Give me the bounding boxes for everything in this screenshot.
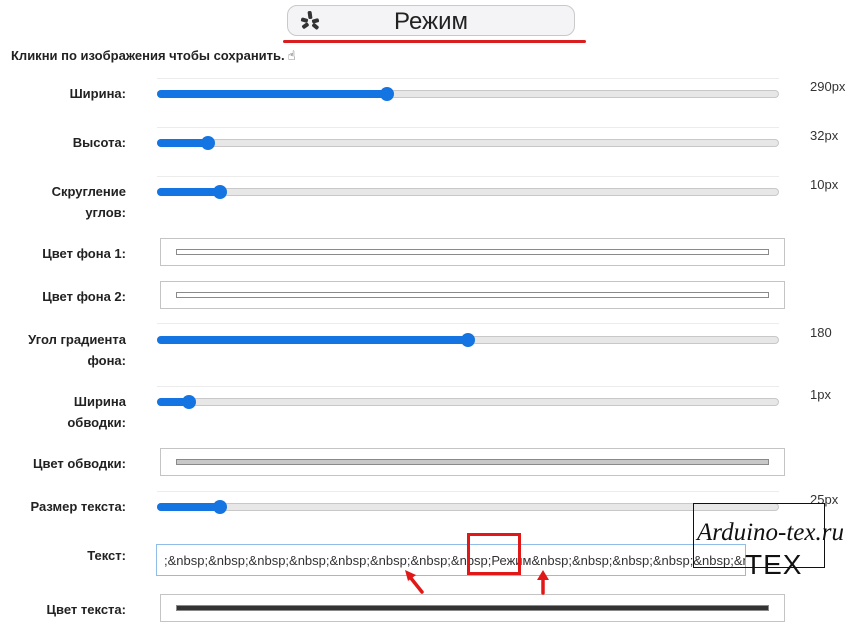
slider-fill <box>157 90 387 98</box>
text-color-picker[interactable] <box>160 594 785 622</box>
slider-fill <box>157 503 220 511</box>
slider-thumb[interactable] <box>182 395 196 409</box>
bg2-color-picker[interactable] <box>160 281 785 309</box>
bg2-swatch <box>176 292 769 298</box>
slider-thumb[interactable] <box>201 136 215 150</box>
row-divider <box>157 491 779 492</box>
save-hint: Кликни по изображения чтобы сохранить. ☝ <box>11 48 296 64</box>
save-hint-text: Кликни по изображения чтобы сохранить. <box>11 48 285 63</box>
pointer-hand-icon: ☝ <box>287 48 296 63</box>
radius-slider[interactable] <box>157 185 779 199</box>
border-color-swatch <box>176 459 769 465</box>
highlight-box <box>467 533 521 575</box>
radius-value: 10px <box>810 177 839 192</box>
width-value: 290px <box>810 79 846 94</box>
red-arrow-icon <box>537 570 549 595</box>
slider-fill <box>157 336 468 344</box>
row-divider <box>157 176 779 177</box>
gradient-angle-label-line1: Угол градиента <box>28 332 126 347</box>
gradient-angle-label-line2: фона: <box>87 353 126 368</box>
border-color-label: Цвет обводки: <box>33 456 126 471</box>
width-label: Ширина: <box>69 86 126 101</box>
border-color-picker[interactable] <box>160 448 785 476</box>
text-size-label: Размер текста: <box>30 499 126 514</box>
yelp-style-logo-icon <box>300 10 320 30</box>
row-divider <box>157 127 779 128</box>
border-width-label-line1: Ширина <box>73 394 126 409</box>
border-width-label-line2: обводки: <box>67 415 126 430</box>
slider-thumb[interactable] <box>213 185 227 199</box>
preview-label: Режим <box>394 8 468 35</box>
text-color-label: Цвет текста: <box>46 602 126 617</box>
bg1-color-picker[interactable] <box>160 238 785 266</box>
text-size-slider[interactable] <box>157 500 779 514</box>
slider-thumb[interactable] <box>461 333 475 347</box>
radius-label: Скругление углов: <box>52 181 126 223</box>
bg1-label: Цвет фона 1: <box>42 246 126 261</box>
watermark-mark: TEX <box>745 549 803 580</box>
border-width-value: 1px <box>810 387 831 402</box>
height-label: Высота: <box>72 135 126 150</box>
border-width-label: Ширина обводки: <box>67 391 126 433</box>
preview-button[interactable]: Режим <box>287 5 575 36</box>
height-slider[interactable] <box>157 136 779 150</box>
highlight-underline <box>283 40 586 43</box>
height-value: 32px <box>810 128 839 143</box>
slider-fill <box>157 398 189 406</box>
bg2-label: Цвет фона 2: <box>42 289 126 304</box>
watermark-site: Arduino-tex.ru <box>697 519 844 546</box>
width-slider[interactable] <box>157 87 779 101</box>
slider-fill <box>157 139 208 147</box>
radius-label-line1: Скругление <box>51 184 126 199</box>
text-input[interactable]: ;&nbsp;&nbsp;&nbsp;&nbsp;&nbsp;&nbsp;&nb… <box>156 544 746 576</box>
slider-thumb[interactable] <box>380 87 394 101</box>
watermark-frame <box>693 503 825 568</box>
gradient-angle-slider[interactable] <box>157 333 779 347</box>
text-input-value: ;&nbsp;&nbsp;&nbsp;&nbsp;&nbsp;&nbsp;&nb… <box>164 553 745 568</box>
row-divider <box>157 78 779 79</box>
bg1-swatch <box>176 249 769 255</box>
red-arrow-icon <box>405 570 424 594</box>
gradient-angle-label: Угол градиента фона: <box>28 329 126 371</box>
gradient-angle-value: 180 <box>810 325 832 340</box>
radius-label-line2: углов: <box>85 205 126 220</box>
slider-fill <box>157 188 220 196</box>
row-divider <box>157 323 779 324</box>
row-divider <box>157 386 779 387</box>
text-color-swatch <box>176 605 769 611</box>
border-width-slider[interactable] <box>157 395 779 409</box>
slider-thumb[interactable] <box>213 500 227 514</box>
text-label: Текст: <box>87 548 126 563</box>
